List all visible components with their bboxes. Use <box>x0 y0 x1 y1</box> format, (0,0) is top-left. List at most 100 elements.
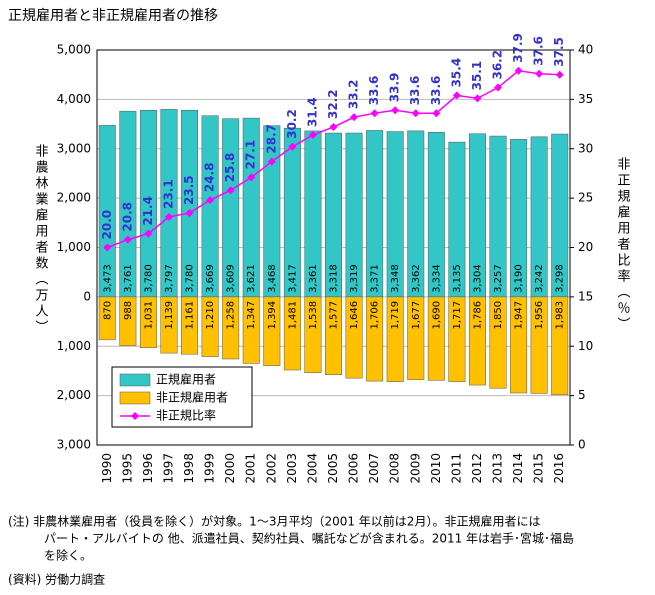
data-label: 36.2 <box>491 50 505 80</box>
data-label: 1,031 <box>143 301 154 330</box>
data-label: 33.6 <box>367 76 381 106</box>
legend-swatch <box>119 391 151 405</box>
bar <box>304 296 322 374</box>
data-label: 1,983 <box>555 301 566 330</box>
bar <box>181 296 199 355</box>
x-tick-label: 2003 <box>285 453 299 484</box>
marker <box>370 109 379 118</box>
bar <box>345 296 363 379</box>
data-label: 24.8 <box>203 162 217 192</box>
data-label: 1,719 <box>390 301 401 330</box>
data-label: 37.9 <box>511 33 525 63</box>
data-label: 1,947 <box>514 301 525 330</box>
y2-tick-label: 0 <box>578 438 586 452</box>
x-tick-label: 2001 <box>244 453 258 484</box>
data-label: 3,361 <box>308 264 319 293</box>
data-label: 28.7 <box>264 124 278 154</box>
data-label: 988 <box>123 301 134 320</box>
data-label: 21.4 <box>141 196 155 226</box>
source: (資料) 労働力調査 <box>8 573 105 587</box>
x-tick-label: 2005 <box>326 453 340 484</box>
y2-tick-label: 15 <box>578 289 593 303</box>
x-tick-label: 1998 <box>182 453 196 484</box>
marker <box>308 130 317 139</box>
y2-tick-label: 40 <box>578 43 593 57</box>
bar <box>407 296 425 380</box>
data-label: 3,473 <box>102 264 113 293</box>
bar <box>283 296 301 371</box>
note: (注) 非農林業雇用者（役員を除く）が対象。1～3月平均（2001 年以前は2月… <box>8 514 540 529</box>
y-tick-label: 3,000 <box>57 141 91 155</box>
data-label: 1,646 <box>349 301 360 330</box>
data-label: 35.4 <box>449 58 463 88</box>
legend-label: 非正規比率 <box>156 408 216 423</box>
legend-label: 正規雇用者 <box>156 372 216 387</box>
data-label: 33.6 <box>408 76 422 106</box>
data-label: 1,481 <box>287 301 298 330</box>
data-label: 1,538 <box>308 301 319 330</box>
data-label: 3,304 <box>472 264 483 293</box>
bar <box>510 296 528 394</box>
bar <box>448 296 466 382</box>
data-label: 37.5 <box>552 37 566 67</box>
y2-tick-label: 35 <box>578 92 593 106</box>
y-tick-label: 2,000 <box>57 191 91 205</box>
data-label: 25.8 <box>223 153 237 183</box>
data-label: 1,786 <box>472 301 483 330</box>
y2-tick-label: 20 <box>578 240 593 254</box>
marker <box>535 69 544 78</box>
marker <box>226 186 235 195</box>
x-tick-label: 2006 <box>347 453 361 484</box>
marker <box>144 229 153 238</box>
data-label: 31.4 <box>305 97 319 127</box>
legend-swatch <box>131 412 139 420</box>
data-label: 1,258 <box>226 301 237 330</box>
y2-tick-label: 25 <box>578 191 593 205</box>
data-label: 1,577 <box>329 301 340 330</box>
data-label: 3,242 <box>534 264 545 293</box>
marker <box>288 142 297 151</box>
data-label: 1,139 <box>164 301 175 330</box>
data-label: 3,257 <box>493 264 504 293</box>
x-tick-label: 2002 <box>264 453 278 484</box>
x-tick-label: 2013 <box>491 453 505 484</box>
y-tick-label: 1,000 <box>57 240 91 254</box>
data-label: 3,797 <box>164 264 175 293</box>
y-tick-label: 2,000 <box>57 388 91 402</box>
bar <box>468 296 486 386</box>
marker <box>103 243 112 252</box>
y-tick-label: 4,000 <box>57 92 91 106</box>
marker <box>185 208 194 217</box>
data-label: 3,348 <box>390 264 401 293</box>
data-label: 1,347 <box>246 301 257 330</box>
x-tick-label: 2000 <box>223 453 237 484</box>
data-label: 3,362 <box>411 264 422 293</box>
marker <box>329 123 338 132</box>
legend-swatch <box>119 373 151 387</box>
data-label: 1,717 <box>452 301 463 330</box>
data-label: 20.0 <box>100 210 114 240</box>
legend-label: 非正規雇用者 <box>156 390 228 405</box>
data-label: 3,669 <box>205 264 216 293</box>
data-label: 37.6 <box>532 36 546 66</box>
x-tick-label: 2010 <box>429 453 443 484</box>
x-tick-label: 2015 <box>532 453 546 484</box>
data-label: 1,210 <box>205 301 216 330</box>
bar <box>530 296 548 394</box>
data-label: 3,621 <box>246 264 257 293</box>
note: を除く。 <box>44 548 92 563</box>
bar <box>98 296 116 341</box>
marker <box>391 106 400 115</box>
data-label: 23.5 <box>182 175 196 205</box>
y-axis-label: 非農林業雇用者数（万人） <box>33 144 49 336</box>
data-label: 20.8 <box>120 202 134 232</box>
data-label: 32.2 <box>326 89 340 119</box>
data-label: 3,761 <box>123 264 134 293</box>
y2-axis-label: 非正規雇用者比率（％） <box>615 157 631 333</box>
x-tick-label: 1995 <box>120 453 134 484</box>
bar <box>242 296 260 364</box>
x-tick-label: 1999 <box>203 453 217 484</box>
data-label: 1,394 <box>267 301 278 330</box>
marker <box>555 70 564 79</box>
